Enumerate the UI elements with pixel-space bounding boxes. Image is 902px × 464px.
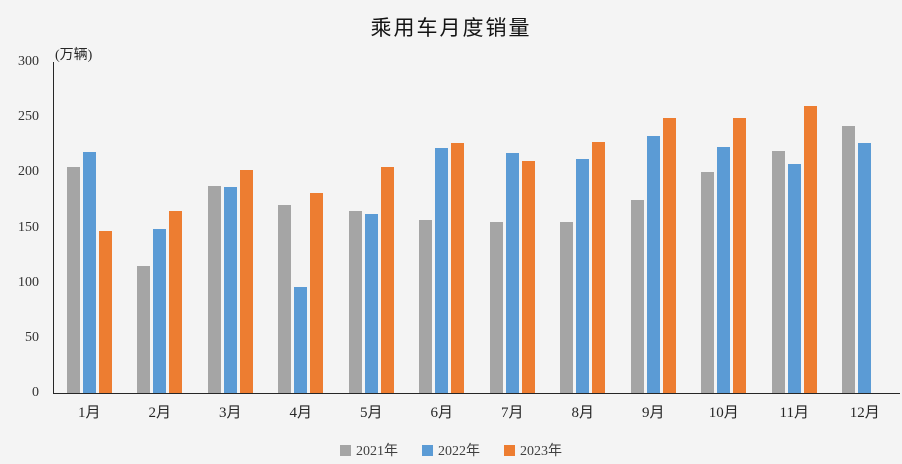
bar-2021年-2月: [137, 265, 151, 393]
month-group: [407, 62, 478, 393]
y-tick-label: 300: [18, 54, 39, 69]
bar-2023年-10月: [733, 118, 747, 393]
bar-2022年-9月: [646, 135, 660, 393]
bar-2021年-9月: [630, 199, 644, 393]
x-tick-label: 3月: [218, 405, 242, 421]
bar-2023年-7月: [521, 161, 535, 393]
y-axis-unit-label: (万辆): [55, 48, 93, 63]
bar-2022年-7月: [505, 153, 519, 393]
bar-2022年-5月: [364, 213, 378, 393]
y-tick-label: 200: [18, 164, 39, 180]
legend-label: 2021年: [356, 444, 398, 459]
y-tick-label: 150: [18, 219, 39, 235]
bar-2021年-6月: [419, 219, 433, 393]
x-tick-label: 4月: [289, 405, 312, 421]
plot-area: 0 50 100 150 200 250 300 1月 2月 3月 4月 5月 6月 7月 8月 9月 10月…: [18, 54, 900, 421]
bar-2021年-12月: [842, 125, 856, 393]
bar-2022年-6月: [435, 147, 449, 393]
bar-slots: [54, 62, 900, 393]
bar-2023年-6月: [451, 142, 465, 393]
bar-2022年-12月: [858, 143, 872, 393]
bar-2023年-11月: [803, 105, 817, 393]
month-group: [759, 62, 830, 393]
bar-2021年-10月: [701, 171, 715, 393]
legend-label: 2023年: [520, 444, 562, 459]
x-tick-label: 8月: [571, 405, 594, 421]
bar-2021年-11月: [771, 151, 785, 393]
bar-2021年-3月: [207, 186, 221, 393]
y-tick-label: 250: [18, 109, 39, 125]
bar-2023年-3月: [239, 170, 253, 393]
month-group: [336, 62, 407, 393]
chart-title: 乘用车月度销量: [370, 16, 532, 40]
bar-2021年-7月: [489, 221, 503, 393]
bar-2021年-5月: [348, 211, 362, 393]
bar-2022年-10月: [717, 146, 731, 393]
y-tick-label: 50: [25, 329, 39, 345]
bar-2023年-9月: [662, 118, 676, 393]
y-tick-label: 0: [32, 385, 39, 400]
bar-2022年-11月: [787, 164, 801, 393]
month-group: [689, 62, 760, 393]
x-tick-label: 1月: [77, 405, 101, 421]
legend-label: 2022年: [438, 444, 480, 459]
bar-2023年-8月: [592, 142, 606, 393]
month-group: [618, 62, 689, 393]
month-group: [477, 62, 548, 393]
bar-2022年-1月: [82, 151, 96, 393]
legend-swatch-icon: [422, 444, 433, 456]
bar-2023年-1月: [98, 230, 112, 393]
month-group: [54, 62, 125, 393]
x-tick-label: 2月: [148, 405, 171, 421]
bar-2023年-5月: [380, 166, 394, 393]
y-tick-label: 100: [18, 274, 39, 290]
bar-2021年-8月: [560, 221, 574, 393]
bar-2023年-4月: [310, 193, 324, 393]
bar-2021年-4月: [278, 205, 292, 393]
month-group: [830, 62, 901, 393]
x-tick-label: 11月: [779, 405, 809, 421]
bar-2023年-2月: [169, 210, 183, 393]
legend: 2021年 2022年 2023年: [0, 440, 902, 460]
bar-2022年-3月: [223, 187, 237, 393]
legend-swatch-icon: [504, 444, 515, 456]
x-tick-label: 5月: [359, 405, 383, 421]
bar-2022年-2月: [153, 228, 167, 393]
month-group: [195, 62, 266, 393]
month-group: [125, 62, 196, 393]
bar-2022年-8月: [576, 158, 590, 393]
x-tick-label: 9月: [641, 405, 665, 421]
x-tick-label: 7月: [500, 405, 524, 421]
legend-item: 2021年: [340, 440, 398, 460]
legend-swatch-icon: [340, 444, 351, 456]
month-group: [266, 62, 337, 393]
x-tick-label: 6月: [430, 405, 453, 421]
x-axis-labels: 1月 2月 3月 4月 5月 6月 7月 8月 9月 10月 11月 12月: [54, 401, 900, 422]
legend-item: 2023年: [504, 440, 562, 460]
month-group: [548, 62, 619, 393]
x-tick-label: 12月: [849, 405, 880, 421]
bar-2021年-1月: [66, 167, 80, 393]
bar-2022年-4月: [294, 286, 308, 393]
legend-item: 2022年: [422, 440, 480, 460]
x-tick-label: 10月: [708, 405, 739, 421]
